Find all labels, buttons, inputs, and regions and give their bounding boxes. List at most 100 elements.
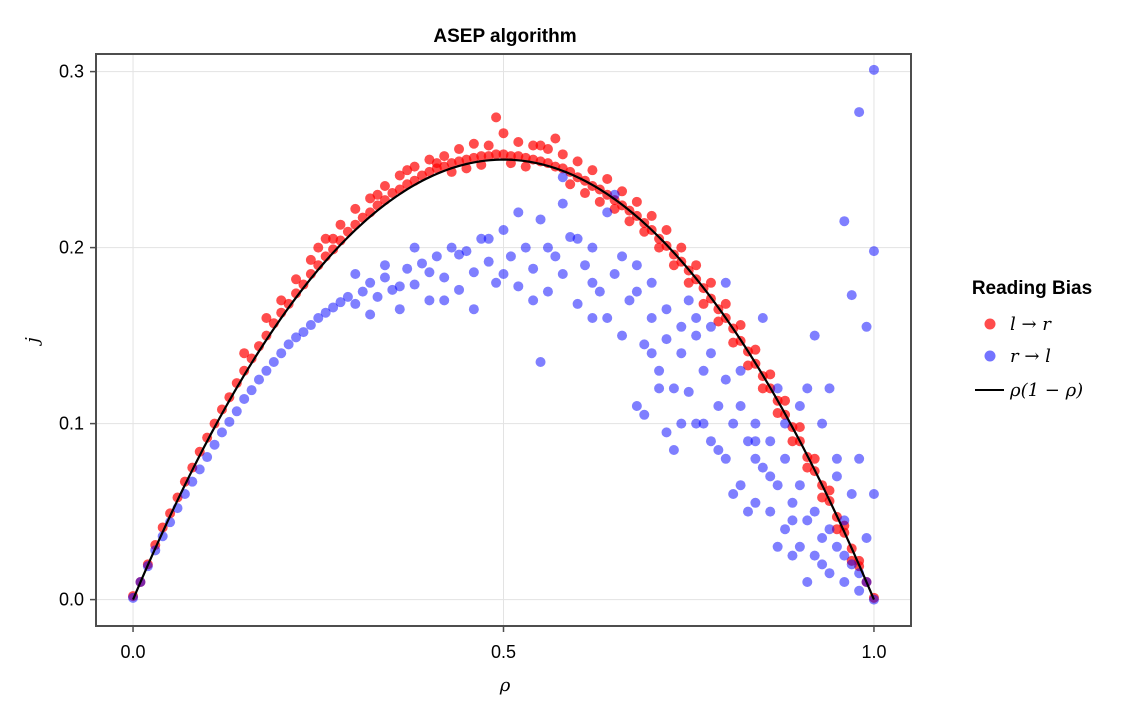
data-point-l-to-r	[328, 233, 339, 244]
data-point-r-to-l	[780, 524, 791, 535]
data-point-r-to-l	[454, 249, 465, 260]
data-point-r-to-l	[639, 409, 650, 420]
data-point-l-to-r	[417, 170, 427, 181]
data-point-r-to-l	[713, 445, 724, 455]
data-point-r-to-l	[609, 269, 620, 279]
data-point-r-to-l	[202, 452, 213, 463]
data-point-r-to-l	[454, 284, 465, 295]
data-point-r-to-l	[743, 506, 753, 517]
data-point-r-to-l	[846, 290, 857, 301]
data-point-r-to-l	[839, 550, 850, 561]
data-point-l-to-r	[831, 524, 842, 535]
data-point-r-to-l	[735, 365, 746, 376]
data-point-r-to-l	[787, 515, 798, 526]
data-point-l-to-r	[498, 128, 509, 139]
data-point-r-to-l	[824, 383, 835, 394]
data-point-r-to-l	[794, 401, 805, 411]
data-point-r-to-l	[868, 594, 879, 605]
data-point-l-to-r	[424, 166, 435, 177]
data-point-l-to-r	[491, 149, 502, 160]
data-point-l-to-r	[587, 165, 598, 176]
y-tick-label: 0.1	[59, 414, 84, 434]
data-point-l-to-r	[787, 436, 798, 447]
data-point-r-to-l	[750, 436, 761, 447]
y-axis-label: j	[22, 337, 43, 347]
data-point-l-to-r	[461, 163, 472, 174]
data-point-r-to-l	[320, 307, 331, 318]
data-point-r-to-l	[216, 427, 227, 438]
data-point-r-to-l	[283, 339, 294, 350]
data-point-r-to-l	[676, 348, 687, 359]
data-point-l-to-r	[313, 242, 324, 253]
data-point-r-to-l	[298, 327, 309, 338]
data-point-l-to-r	[802, 462, 813, 473]
data-point-r-to-l	[387, 284, 398, 295]
data-point-r-to-l	[691, 330, 702, 341]
data-point-l-to-r	[550, 133, 561, 144]
data-point-r-to-l	[824, 524, 835, 535]
legend-marker-r-to-l	[984, 350, 996, 362]
data-point-r-to-l	[602, 207, 613, 218]
data-point-r-to-l	[817, 418, 828, 429]
data-point-l-to-r	[780, 395, 791, 406]
x-tick-label: 0.5	[491, 642, 516, 662]
data-point-r-to-l	[350, 298, 361, 309]
data-point-l-to-r	[454, 144, 465, 155]
data-point-r-to-l	[365, 309, 376, 320]
data-point-l-to-r	[713, 316, 724, 327]
data-point-r-to-l	[261, 365, 272, 376]
data-point-l-to-r	[668, 249, 679, 260]
data-point-r-to-l	[342, 291, 353, 302]
data-point-r-to-l	[735, 401, 746, 411]
data-point-r-to-l	[668, 383, 679, 394]
data-point-l-to-r	[735, 320, 746, 331]
data-point-l-to-r	[572, 156, 583, 167]
data-point-r-to-l	[542, 242, 553, 253]
data-point-r-to-l	[617, 330, 628, 341]
data-point-l-to-r	[350, 219, 361, 230]
data-point-r-to-l	[572, 233, 583, 244]
data-point-l-to-r	[298, 279, 309, 290]
data-point-l-to-r	[542, 144, 553, 155]
data-point-l-to-r	[409, 161, 420, 172]
data-point-r-to-l	[461, 246, 472, 257]
data-point-r-to-l	[394, 281, 405, 292]
data-point-l-to-r	[261, 313, 272, 323]
data-point-r-to-l	[809, 506, 820, 517]
data-point-l-to-r	[320, 233, 331, 244]
data-point-r-to-l	[787, 497, 798, 508]
data-point-r-to-l	[476, 233, 487, 244]
data-point-l-to-r	[528, 140, 539, 151]
data-point-r-to-l	[372, 291, 383, 302]
data-point-r-to-l	[809, 330, 820, 341]
data-point-r-to-l	[661, 427, 672, 438]
data-point-l-to-r	[291, 274, 302, 285]
data-point-l-to-r	[757, 383, 768, 394]
data-point-r-to-l	[646, 313, 657, 323]
data-point-r-to-l	[831, 541, 842, 552]
data-point-r-to-l	[276, 348, 287, 359]
data-point-r-to-l	[542, 286, 553, 297]
data-point-r-to-l	[757, 313, 768, 323]
data-point-r-to-l	[446, 242, 457, 253]
data-point-r-to-l	[683, 295, 694, 306]
data-point-l-to-r	[424, 154, 435, 165]
data-point-r-to-l	[439, 272, 450, 283]
data-point-r-to-l	[861, 321, 872, 332]
data-point-r-to-l	[350, 269, 361, 279]
data-point-r-to-l	[535, 214, 546, 225]
data-point-r-to-l	[802, 383, 813, 394]
data-point-r-to-l	[698, 418, 709, 429]
data-point-r-to-l	[854, 453, 865, 464]
axis-ticks: 0.0 0.5 1.0 0.0 0.1 0.2 0.3	[59, 62, 887, 662]
data-point-r-to-l	[661, 304, 672, 315]
data-point-l-to-r	[305, 254, 316, 265]
data-point-r-to-l	[505, 251, 516, 262]
data-point-r-to-l	[491, 277, 502, 288]
data-point-r-to-l	[757, 462, 768, 473]
data-point-l-to-r	[520, 161, 531, 172]
data-point-r-to-l	[254, 374, 264, 385]
data-point-r-to-l	[394, 304, 405, 315]
data-point-l-to-r	[239, 348, 250, 359]
